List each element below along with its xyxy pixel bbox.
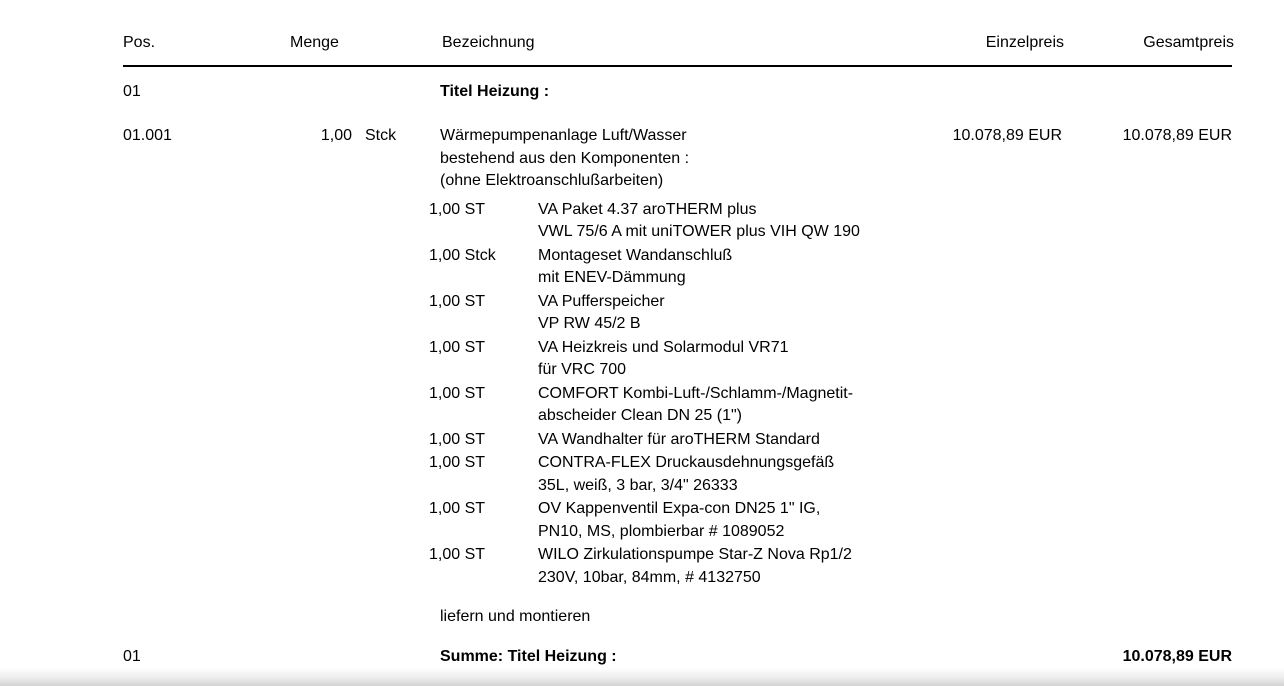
component-qty: 1,00 ST bbox=[429, 338, 486, 356]
page-bottom-shadow bbox=[0, 668, 1284, 686]
component-desc-line: COMFORT Kombi-Luft-/Schlamm-/Magnetit- bbox=[538, 384, 854, 402]
item-description-line: Wärmepumpenanlage Luft/Wasser bbox=[440, 127, 687, 144]
header-bezeichnung: Bezeichnung bbox=[442, 34, 535, 51]
sum-gesamtpreis: 10.078,89 EUR bbox=[1122, 647, 1232, 665]
component-desc-line: 35L, weiß, 3 bar, 3/4" 26333 bbox=[538, 476, 738, 494]
header-einzelpreis: Einzelpreis bbox=[985, 34, 1064, 51]
component-item: 1,00 ST VA Wandhalter für aroTHERM Stand… bbox=[429, 429, 989, 452]
component-desc-line: OV Kappenventil Expa-con DN25 1" IG, bbox=[538, 500, 821, 517]
component-desc: CONTRA-FLEX Druckausdehnungsgefäß 35L, w… bbox=[538, 452, 989, 497]
item-gesamtpreis: 10.078,89 EUR bbox=[1122, 127, 1232, 144]
section-title: Titel Heizung : bbox=[440, 82, 550, 100]
component-desc-line: CONTRA-FLEX Druckausdehnungsgefäß bbox=[538, 454, 835, 471]
item-description: Wärmepumpenanlage Luft/Wasser bestehend … bbox=[440, 125, 912, 193]
component-desc-line: WILO Zirkulationspumpe Star-Z Nova Rp1/2 bbox=[538, 546, 852, 563]
component-qty: 1,00 ST bbox=[429, 200, 486, 218]
component-qty: 1,00 ST bbox=[429, 292, 486, 310]
component-desc-line: VWL 75/6 A mit uniTOWER plus VIH QW 190 bbox=[538, 223, 860, 240]
component-desc: VA Wandhalter für aroTHERM Standard bbox=[538, 429, 989, 452]
component-desc-line: abscheider Clean DN 25 (1") bbox=[538, 407, 742, 424]
component-desc: VA Heizkreis und Solarmodul VR71 für VRC… bbox=[538, 337, 989, 382]
component-desc-line: VA Heizkreis und Solarmodul VR71 bbox=[538, 338, 789, 356]
component-desc-line: Montageset Wandanschluß bbox=[538, 246, 733, 264]
component-desc: VA Pufferspeicher VP RW 45/2 B bbox=[538, 291, 989, 336]
item-unit: Stck bbox=[365, 127, 397, 144]
component-item: 1,00 ST OV Kappenventil Expa-con DN25 1"… bbox=[429, 498, 989, 543]
component-desc-line: VA Pufferspeicher bbox=[538, 292, 665, 310]
component-qty: 1,00 ST bbox=[429, 500, 486, 517]
component-item: 1,00 Stck Montageset Wandanschluß mit EN… bbox=[429, 245, 989, 290]
quote-document-page: Pos. Menge Bezeichnung Einzelpreis Gesam… bbox=[123, 0, 1234, 669]
delivery-note: liefern und montieren bbox=[440, 608, 591, 625]
line-item-row: 01.001 1,00 Stck Wärmepumpenanlage Luft/… bbox=[123, 125, 1232, 193]
component-desc: COMFORT Kombi-Luft-/Schlamm-/Magnetit- a… bbox=[538, 383, 989, 428]
component-item: 1,00 ST CONTRA-FLEX Druckausdehnungsgefä… bbox=[429, 452, 989, 497]
component-list: 1,00 ST VA Paket 4.37 aroTHERM plus VWL … bbox=[429, 199, 989, 590]
header-divider-line bbox=[123, 64, 1232, 67]
component-item: 1,00 ST VA Heizkreis und Solarmodul VR71… bbox=[429, 337, 989, 382]
item-pos: 01.001 bbox=[123, 127, 172, 144]
section-pos: 01 bbox=[123, 82, 141, 100]
section-title-row: 01 Titel Heizung : bbox=[123, 81, 1232, 104]
item-einzelpreis: 10.078,89 EUR bbox=[952, 127, 1062, 144]
section-sum-row: 01 Summe: Titel Heizung : 10.078,89 EUR bbox=[123, 646, 1232, 669]
component-qty: 1,00 ST bbox=[429, 430, 486, 448]
header-pos: Pos. bbox=[123, 34, 156, 51]
header-menge: Menge bbox=[290, 34, 339, 51]
table-header-row: Pos. Menge Bezeichnung Einzelpreis Gesam… bbox=[123, 32, 1234, 55]
component-item: 1,00 ST COMFORT Kombi-Luft-/Schlamm-/Mag… bbox=[429, 383, 989, 428]
component-desc-line: VA Wandhalter für aroTHERM Standard bbox=[538, 430, 820, 448]
component-qty: 1,00 ST bbox=[429, 454, 486, 471]
component-desc-line: 230V, 10bar, 84mm, # 4132750 bbox=[538, 568, 761, 586]
component-qty: 1,00 ST bbox=[429, 384, 486, 402]
component-desc-line: für VRC 700 bbox=[538, 361, 627, 378]
component-desc: Montageset Wandanschluß mit ENEV-Dämmung bbox=[538, 245, 989, 290]
component-desc-line: VP RW 45/2 B bbox=[538, 315, 641, 332]
component-desc-line: VA Paket 4.37 aroTHERM plus bbox=[538, 200, 757, 218]
component-desc: VA Paket 4.37 aroTHERM plus VWL 75/6 A m… bbox=[538, 199, 989, 244]
item-menge: 1,00 Stck bbox=[288, 125, 440, 148]
item-description-line: bestehend aus den Komponenten : bbox=[440, 149, 690, 167]
component-item: 1,00 ST VA Paket 4.37 aroTHERM plus VWL … bbox=[429, 199, 989, 244]
sum-label: Summe: Titel Heizung : bbox=[440, 647, 617, 665]
item-description-line: (ohne Elektroanschlußarbeiten) bbox=[440, 172, 664, 189]
component-desc-line: PN10, MS, plombierbar # 1089052 bbox=[538, 522, 785, 540]
component-qty: 1,00 ST bbox=[429, 546, 486, 563]
component-qty: 1,00 Stck bbox=[429, 246, 496, 264]
component-item: 1,00 ST VA Pufferspeicher VP RW 45/2 B bbox=[429, 291, 989, 336]
component-desc: WILO Zirkulationspumpe Star-Z Nova Rp1/2… bbox=[538, 544, 989, 589]
component-desc: OV Kappenventil Expa-con DN25 1" IG, PN1… bbox=[538, 498, 989, 543]
component-desc-line: mit ENEV-Dämmung bbox=[538, 269, 686, 286]
sum-pos: 01 bbox=[123, 647, 141, 665]
header-gesamtpreis: Gesamtpreis bbox=[1143, 34, 1234, 51]
item-qty: 1,00 bbox=[320, 127, 352, 144]
component-item: 1,00 ST WILO Zirkulationspumpe Star-Z No… bbox=[429, 544, 989, 589]
